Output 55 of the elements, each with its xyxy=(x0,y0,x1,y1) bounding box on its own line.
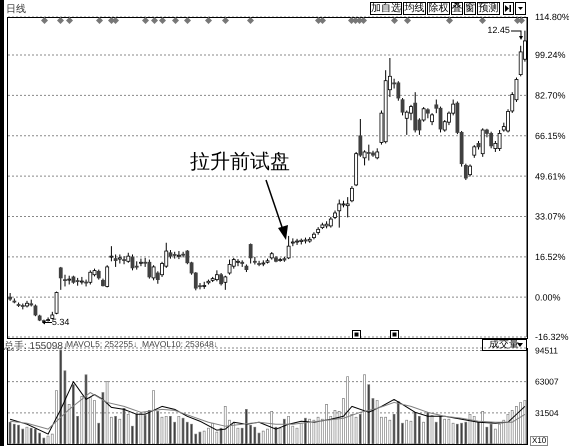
y-tick-label: 49.61% xyxy=(535,171,566,182)
y-tick-label: 66.15% xyxy=(535,130,566,141)
text: 叠 xyxy=(451,2,463,15)
text: 预测 xyxy=(477,2,500,15)
candlestick xyxy=(468,164,472,177)
annotation: 5.34 xyxy=(52,317,70,328)
annotation: MAVOL10: 253648↓ xyxy=(142,339,218,349)
text: X10 xyxy=(530,436,548,446)
candlestick xyxy=(147,259,152,280)
candlestick xyxy=(228,259,232,276)
y-tick-label: 16.52% xyxy=(535,252,566,262)
text: 加自选 xyxy=(370,2,402,15)
text: 除权 xyxy=(427,2,450,15)
candlestick xyxy=(88,270,92,285)
annotation: MAVOL5: 252255↓ xyxy=(66,339,138,349)
candlestick xyxy=(34,304,38,317)
y-tick-label: 94511 xyxy=(535,345,558,356)
candlestick xyxy=(58,266,63,290)
candlestick xyxy=(498,129,502,152)
y-tick-label: -16.32% xyxy=(535,332,569,342)
y-tick-label: 31504 xyxy=(535,408,559,418)
candlestick xyxy=(248,242,253,264)
candlestick xyxy=(480,128,485,158)
candlestick xyxy=(214,270,219,282)
candlestick xyxy=(472,144,476,158)
candlestick xyxy=(346,196,350,218)
candlestick xyxy=(118,254,122,264)
bar xyxy=(456,424,459,444)
text: 窗 xyxy=(464,2,476,15)
candlestick xyxy=(286,235,291,260)
candlestick xyxy=(223,275,228,290)
text: 均线 xyxy=(403,2,426,15)
chart-subtitle: 日线 xyxy=(6,2,26,16)
candlestick xyxy=(96,269,101,280)
annotation: 12.45 xyxy=(486,24,510,35)
candlestick xyxy=(366,144,371,161)
y-tick-label: 82.70% xyxy=(535,90,566,101)
annotation: 拉升前试盘 xyxy=(190,148,290,175)
candlestick xyxy=(54,291,58,315)
y-tick-label: 63007 xyxy=(535,376,559,387)
candlestick xyxy=(430,112,434,126)
candlestick xyxy=(337,199,342,228)
candlestick xyxy=(219,272,224,286)
y-tick-label: 33.07% xyxy=(535,212,566,222)
annotation: 总手: 155098↓ xyxy=(4,340,68,353)
candlestick xyxy=(489,131,494,149)
candlestick xyxy=(130,254,134,271)
candlestick xyxy=(464,163,468,181)
candlestick xyxy=(350,186,354,203)
y-tick-label: 0.00% xyxy=(535,292,561,302)
candlestick xyxy=(105,264,110,288)
y-tick-label: 99.24% xyxy=(535,50,566,60)
candlestick xyxy=(375,148,380,160)
candlestick xyxy=(328,216,333,228)
candlestick xyxy=(232,257,236,270)
